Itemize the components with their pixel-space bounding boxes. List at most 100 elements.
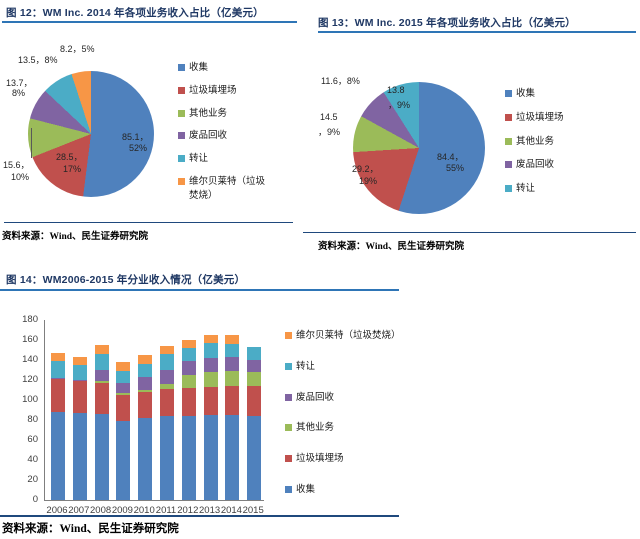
legend-label: 垃圾填埋场 — [516, 112, 564, 123]
legend-item: 收集 — [178, 62, 274, 76]
bar-segment — [116, 362, 131, 371]
pie-data-label: 13.5，8% — [18, 55, 58, 65]
bar-segment — [181, 388, 196, 416]
bar-segment — [94, 381, 109, 383]
y-axis-tick-label: 80 — [27, 414, 38, 425]
bar-segment — [203, 335, 218, 343]
legend-item: 收集 — [285, 484, 397, 498]
legend-label: 转让 — [516, 184, 536, 195]
pie-data-label: ，9% — [318, 127, 341, 137]
legend-item: 废品回收 — [178, 130, 274, 144]
x-axis-tick-label: 2010 — [133, 505, 155, 516]
figure-13-title: 图 13：WM Inc. 2015 年各项业务收入占比（亿美元） — [318, 17, 576, 29]
bar-segment — [247, 415, 262, 500]
bar-segment — [72, 413, 87, 500]
bar-segment — [51, 412, 65, 500]
bar-segment — [116, 371, 131, 383]
legend-label: 维尔贝莱特（垃圾焚烧） — [296, 331, 401, 341]
bar-segment — [94, 383, 109, 414]
bar-segment — [225, 357, 240, 371]
bar-segment — [116, 383, 131, 393]
x-axis-tick-label: 2008 — [90, 505, 112, 516]
legend-swatch-icon — [285, 332, 292, 339]
bar-segment — [51, 353, 65, 361]
bar-segment — [181, 361, 196, 375]
bar-chart-plot-area — [44, 320, 264, 501]
pie-data-label: 8% — [12, 88, 26, 98]
legend-label: 收集 — [516, 89, 536, 99]
bar-chart-x-axis: 2006 2007 2008 2009 2010 2011 2012 2013 2014 2015 — [44, 505, 263, 519]
legend-label: 垃圾填埋场 — [189, 85, 237, 96]
bar-segment — [116, 395, 131, 421]
y-axis-tick-label: 180 — [22, 314, 38, 325]
bar-segment — [203, 387, 218, 415]
figure-13-title-rule — [318, 31, 636, 33]
legend-swatch-icon — [285, 362, 292, 370]
x-axis-tick-label: 2013 — [199, 505, 221, 516]
legend-swatch-icon — [285, 455, 292, 463]
figure-13-source: 资料来源：Wind、民生证券研究院 — [318, 242, 465, 252]
bar-segment — [72, 380, 87, 381]
pie-data-label: 8.2，5% — [60, 44, 95, 54]
legend-item: 垃圾填埋场 — [505, 112, 601, 126]
bar-segment — [51, 379, 65, 412]
y-axis-tick-label: 140 — [22, 354, 38, 365]
bar-segment — [94, 354, 109, 370]
legend-label: 其他业务 — [296, 423, 335, 434]
bar-segment — [225, 335, 240, 344]
bar-segment — [225, 370, 240, 387]
legend-swatch-icon — [178, 155, 185, 163]
legend-swatch-icon — [178, 177, 185, 185]
legend-item: 维尔贝莱特（垃圾焚烧） — [285, 330, 401, 344]
figure-13-panel: 图 13：WM Inc. 2015 年各项业务收入占比（亿美元） 11.6，8%… — [303, 10, 640, 260]
bar-segment — [160, 370, 174, 384]
bar-segment — [247, 371, 262, 387]
pie-chart-2015 — [353, 82, 485, 214]
bar-segment — [116, 393, 131, 395]
pie-data-label: 10% — [11, 172, 30, 182]
x-axis-tick-label: 2015 — [242, 505, 264, 516]
legend-swatch-icon — [285, 424, 292, 432]
legend-label: 其他业务 — [189, 108, 228, 119]
legend-label: 废品回收 — [189, 131, 228, 142]
bar-segment — [247, 386, 262, 416]
legend-label: 转让 — [296, 361, 316, 372]
bar-segment — [225, 386, 240, 415]
legend-swatch-icon — [178, 64, 185, 71]
y-axis-tick-label: 160 — [22, 334, 38, 345]
legend-swatch-icon — [285, 393, 292, 401]
bar-segment — [181, 340, 196, 348]
bar-segment — [116, 421, 131, 500]
legend-item: 其他业务 — [285, 422, 397, 436]
bar-segment — [203, 343, 218, 358]
legend-label: 收集 — [189, 63, 209, 73]
bar-segment — [138, 364, 153, 377]
legend-item: 其他业务 — [505, 136, 601, 150]
bar-segment — [247, 346, 262, 361]
legend-label: 收集 — [296, 484, 316, 495]
bar-segment — [51, 361, 65, 378]
x-axis-tick-label: 2014 — [220, 505, 242, 516]
bar-segment — [138, 377, 153, 390]
legend-item: 维尔贝莱特（垃圾焚烧） — [178, 176, 274, 204]
legend-item: 转让 — [285, 361, 397, 375]
figure-12-title: 图 12：WM Inc. 2014 年各项业务收入占比（亿美元） — [6, 7, 264, 19]
legend-label: 垃圾填埋场 — [296, 454, 344, 465]
x-axis-tick-label: 2011 — [155, 505, 177, 516]
pie-data-label: 14.5 — [320, 112, 338, 122]
legend-label: 废品回收 — [296, 392, 335, 403]
pie-data-label: 15.6， — [3, 160, 30, 170]
pie-2014-legend: 收集垃圾填埋场其他业务废品回收转让维尔贝莱特（垃圾焚烧） — [178, 62, 274, 203]
bar-segment — [203, 358, 218, 372]
legend-item: 转让 — [178, 153, 274, 167]
bar-segment — [203, 372, 218, 387]
legend-item: 其他业务 — [178, 108, 274, 122]
y-axis-tick-label: 60 — [27, 434, 38, 445]
bar-segment — [181, 416, 196, 500]
figure-12-source-rule — [4, 222, 293, 223]
figure-14-source-rule — [0, 515, 399, 517]
x-axis-tick-label: 2009 — [111, 505, 133, 516]
y-axis-tick-label: 40 — [27, 454, 38, 465]
bar-segment — [138, 355, 153, 364]
